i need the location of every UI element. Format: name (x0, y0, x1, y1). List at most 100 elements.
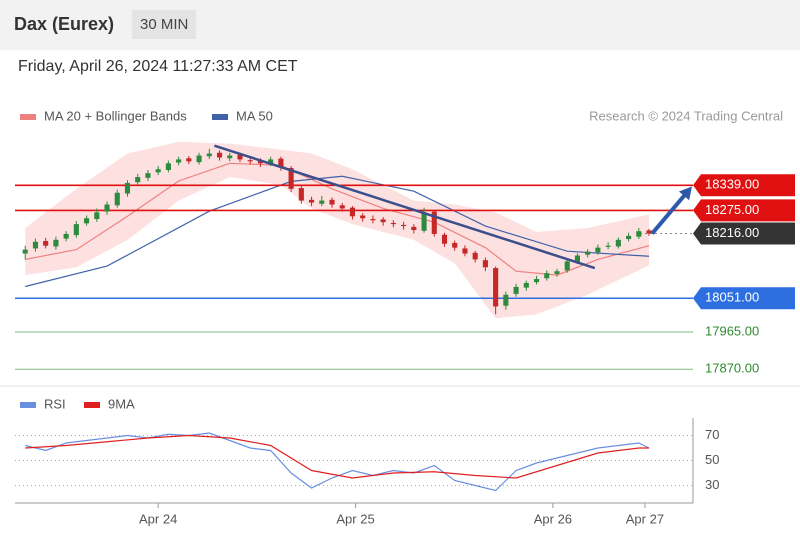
candle-body (329, 199, 335, 205)
bollinger-band (25, 141, 650, 319)
candle-body (615, 239, 621, 247)
candle-body (574, 255, 580, 263)
candle-body (206, 153, 212, 157)
timestamp: Friday, April 26, 2024 11:27:33 AM CET (18, 58, 298, 75)
level-label: 18275.00 (705, 202, 759, 217)
candle-body (63, 233, 69, 239)
y-tick-label: 70 (705, 427, 719, 442)
level-label: 18216.00 (705, 225, 759, 240)
candle-body (482, 260, 488, 268)
candle-body (626, 235, 632, 240)
candle-body (390, 222, 396, 225)
candle-body (216, 152, 223, 158)
candle-body (155, 169, 161, 173)
candle-body (176, 159, 182, 163)
candle-body (533, 279, 540, 283)
x-tick-label: Apr 25 (336, 511, 374, 526)
interval-badge[interactable]: 30 MIN (132, 10, 197, 39)
candle-body (298, 188, 304, 201)
candle-body (247, 160, 253, 162)
rsi-line (25, 432, 650, 492)
candle-body (636, 231, 642, 237)
candle-body (554, 271, 560, 274)
instrument-title: Dax (Eurex) (14, 14, 115, 34)
candle-body (268, 159, 274, 165)
candle-body (441, 234, 448, 244)
level-label: 17965.00 (705, 323, 759, 338)
candle-body (196, 155, 202, 163)
level-label: 18051.00 (705, 290, 759, 305)
credit: Research © 2024 Trading Central (589, 108, 783, 123)
candle-body (421, 212, 427, 231)
candle-body (94, 212, 100, 220)
legend-label: RSI (44, 396, 66, 411)
candle-body (22, 249, 28, 254)
legend-label: 9MA (108, 396, 135, 411)
x-tick-label: Apr 24 (139, 511, 177, 526)
level-label: 17870.00 (705, 361, 759, 376)
rsi-line (25, 434, 650, 479)
candle-body (278, 158, 284, 168)
candle-body (513, 286, 519, 294)
level-label-box (693, 222, 795, 245)
candle-body (319, 200, 325, 204)
candle-body (339, 205, 345, 209)
candle-body (84, 218, 90, 224)
forecast-arrow (650, 191, 689, 235)
legend-label: MA 20 + Bollinger Bands (44, 108, 187, 123)
x-tick-label: Apr 26 (534, 511, 572, 526)
candle-body (349, 207, 356, 217)
candle-body (585, 251, 591, 255)
x-tick-label: Apr 27 (626, 511, 664, 526)
candle-body (227, 155, 233, 159)
candle-body (53, 239, 59, 247)
candle-body (288, 168, 294, 189)
level-label-box (693, 287, 795, 310)
candle-body (503, 294, 509, 306)
candle-body (237, 154, 243, 160)
candle-body (380, 219, 386, 223)
candle-body (309, 199, 315, 203)
candle-body (431, 211, 437, 234)
candle-body (452, 242, 458, 248)
legend-swatch (84, 402, 100, 408)
candle-body (401, 224, 407, 227)
trendline (214, 144, 596, 270)
ma50-line (25, 175, 650, 288)
candle-body (73, 224, 79, 236)
candle-body (104, 204, 110, 212)
candle-body (462, 248, 468, 254)
candle-body (564, 261, 570, 271)
candle-body (360, 215, 366, 219)
candle-body (165, 163, 171, 171)
level-label: 18339.00 (705, 177, 759, 192)
arrow-head (678, 186, 692, 201)
candle-body (472, 252, 478, 260)
candle-body (32, 241, 39, 249)
level-label-box (693, 199, 795, 222)
y-tick-label: 50 (705, 452, 719, 467)
candle-body (43, 240, 49, 246)
candle-body (544, 273, 550, 279)
y-tick-label: 30 (705, 477, 719, 492)
candle-body (411, 226, 417, 231)
legend-swatch (20, 114, 36, 120)
candle-body (605, 245, 611, 247)
candle-body (595, 247, 601, 253)
legend-label: MA 50 (236, 108, 273, 123)
candle-body (135, 177, 141, 183)
candle-body (257, 160, 263, 164)
candle-body (493, 268, 499, 307)
level-label-box (693, 174, 795, 197)
candle-body (145, 173, 151, 178)
candle-body (114, 192, 120, 206)
candle-body (646, 230, 652, 234)
candle-body (523, 282, 529, 288)
candle-body (186, 158, 192, 162)
legend-swatch (20, 402, 36, 408)
candle-body (370, 219, 376, 221)
legend-swatch (212, 114, 228, 120)
candle-body (124, 182, 131, 194)
